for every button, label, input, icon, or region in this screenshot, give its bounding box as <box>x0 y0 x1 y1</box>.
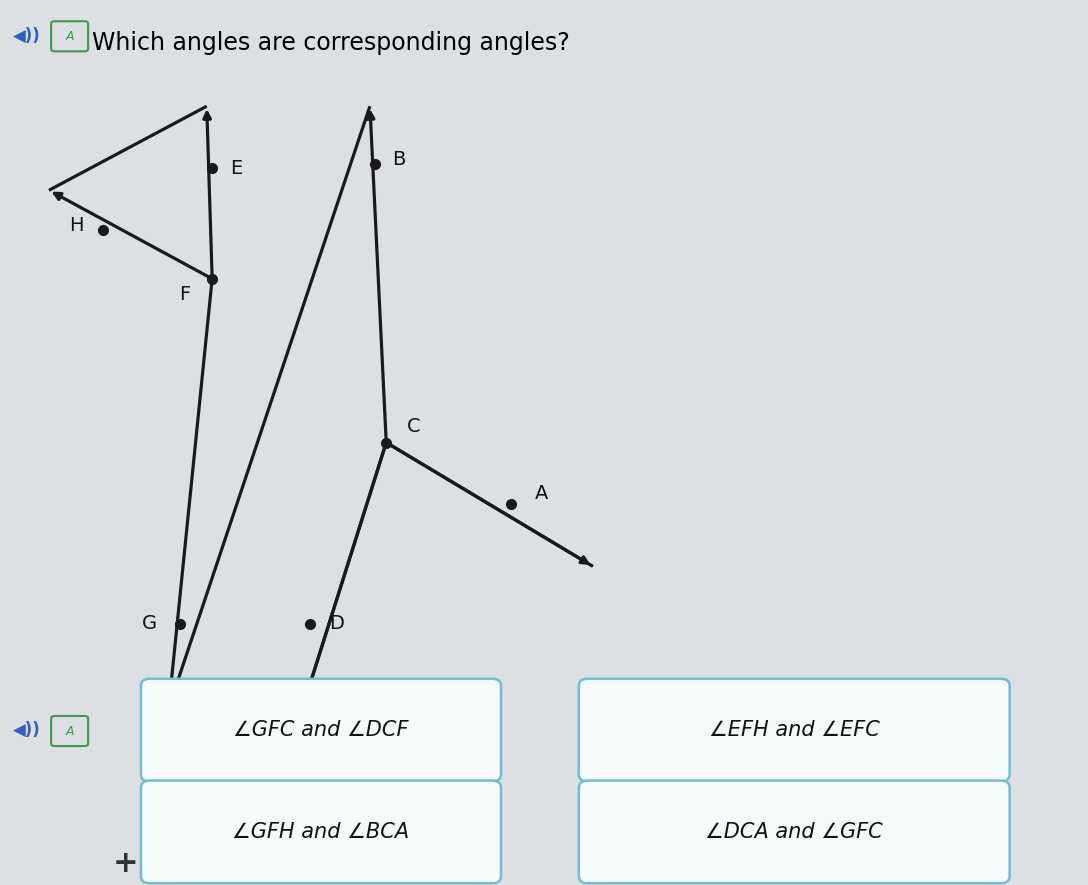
FancyBboxPatch shape <box>140 781 500 883</box>
Text: ∠EFH and ∠EFC: ∠EFH and ∠EFC <box>708 720 880 740</box>
Text: B: B <box>393 150 406 169</box>
Text: ∠GFC and ∠DCF: ∠GFC and ∠DCF <box>233 720 409 740</box>
Text: +: + <box>112 849 138 878</box>
Text: ∠DCA and ∠GFC: ∠DCA and ∠GFC <box>705 822 883 842</box>
Text: A: A <box>535 484 548 504</box>
Text: G: G <box>141 614 157 634</box>
Text: A: A <box>65 725 74 737</box>
Text: H: H <box>69 216 84 235</box>
FancyBboxPatch shape <box>579 781 1010 883</box>
Text: ◀)): ◀)) <box>13 27 41 44</box>
Text: ◀)): ◀)) <box>13 721 41 739</box>
Text: A: A <box>65 30 74 42</box>
Text: Which angles are corresponding angles?: Which angles are corresponding angles? <box>92 31 570 55</box>
Text: C: C <box>407 417 420 436</box>
Text: E: E <box>230 158 243 178</box>
FancyBboxPatch shape <box>579 679 1010 781</box>
Text: D: D <box>329 614 344 634</box>
FancyBboxPatch shape <box>0 633 1088 885</box>
Text: F: F <box>180 285 190 304</box>
FancyBboxPatch shape <box>140 679 500 781</box>
Text: ∠GFH and ∠BCA: ∠GFH and ∠BCA <box>233 822 409 842</box>
